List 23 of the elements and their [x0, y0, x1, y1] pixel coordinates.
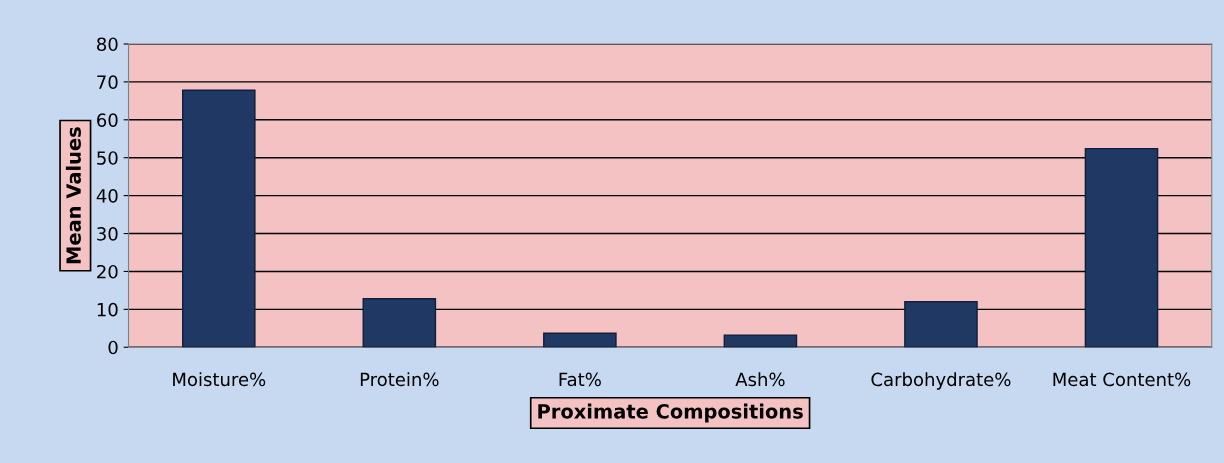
y-tick-label: 20 [97, 264, 118, 279]
y-tick-label: 30 [97, 226, 118, 241]
x-tick-label: Carbohydrate% [871, 372, 1011, 390]
bar [723, 334, 798, 348]
y-tick-label: 0 [108, 340, 118, 355]
y-tick-label: 70 [97, 75, 118, 90]
y-tick-label: 80 [97, 37, 118, 52]
y-axis-title: Mean Values [65, 127, 81, 264]
x-tick-label: Fat% [559, 372, 601, 387]
y-tick-label: 10 [97, 302, 118, 317]
x-tick-label: Protein% [360, 372, 439, 387]
y-tick-label: 60 [97, 113, 118, 127]
bar [904, 301, 978, 348]
x-tick-label: Meat Content% [1053, 372, 1191, 387]
bar [181, 89, 256, 348]
bar [362, 298, 437, 348]
y-tick-label: 40 [96, 189, 118, 203]
x-tick-label: Moisture% [173, 372, 266, 387]
y-tick-label: 50 [97, 151, 118, 165]
bar [1084, 147, 1159, 348]
bar [543, 332, 617, 348]
x-tick-label: Ash% [735, 372, 785, 387]
x-axis-title: Proximate Compositions [538, 403, 803, 423]
